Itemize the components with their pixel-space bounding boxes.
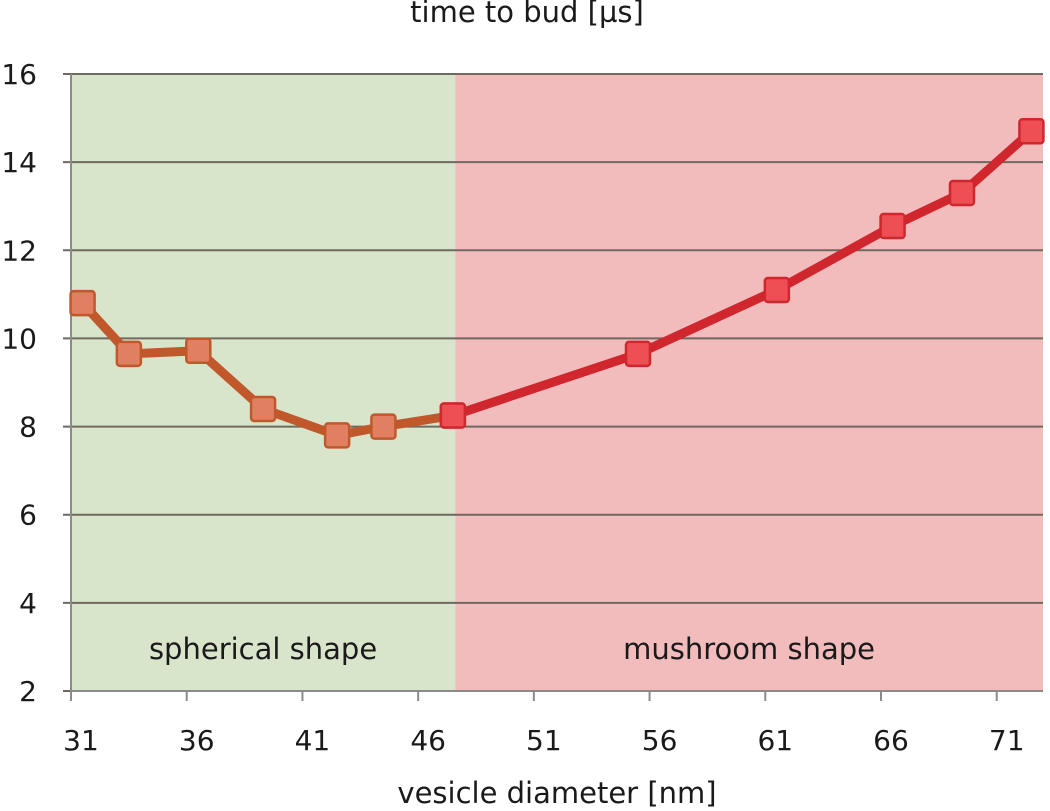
data-markers bbox=[69, 118, 1045, 449]
x-tick-label-46: 46 bbox=[410, 724, 446, 757]
x-tick-label-61: 61 bbox=[757, 724, 793, 757]
shape-regions bbox=[71, 74, 1044, 691]
data-point-1-5 bbox=[1018, 118, 1045, 145]
region-label-0: spherical shape bbox=[149, 632, 377, 666]
x-tick-label-36: 36 bbox=[179, 724, 215, 757]
data-point-1-3 bbox=[879, 212, 906, 240]
axes bbox=[70, 74, 1043, 701]
labels: spherical shape mushroom shape24681012141… bbox=[1, 58, 1024, 757]
data-point-0-3 bbox=[249, 395, 277, 423]
y-tick-label-8: 8 bbox=[19, 411, 37, 444]
x-tick-label-41: 41 bbox=[295, 724, 331, 757]
x-tick-label-71: 71 bbox=[989, 724, 1025, 757]
data-point-0-5 bbox=[370, 413, 397, 440]
x-tick-label-31: 31 bbox=[63, 724, 99, 757]
gridlines bbox=[63, 73, 1043, 692]
data-point-0-2 bbox=[185, 337, 212, 365]
region-0 bbox=[71, 74, 456, 691]
data-point-0-1 bbox=[115, 340, 143, 368]
x-tick-label-56: 56 bbox=[642, 724, 678, 757]
x-tick-label-66: 66 bbox=[873, 724, 909, 757]
x-tick-label-51: 51 bbox=[526, 724, 562, 757]
data-point-1-1 bbox=[624, 340, 652, 368]
y-tick-label-6: 6 bbox=[19, 499, 37, 532]
y-tick-label-2: 2 bbox=[19, 675, 37, 708]
y-tick-label-12: 12 bbox=[1, 234, 37, 267]
data-point-1-4 bbox=[948, 179, 976, 207]
y-axis-title: time to bud [µs] bbox=[410, 0, 644, 29]
x-axis-title: vesicle diameter [nm] bbox=[397, 776, 716, 810]
y-tick-label-4: 4 bbox=[19, 587, 37, 620]
data-point-1-2 bbox=[763, 276, 791, 304]
data-point-1-0 bbox=[439, 402, 467, 429]
y-tick-label-16: 16 bbox=[1, 58, 37, 91]
region-label-1: mushroom shape bbox=[623, 632, 875, 666]
data-point-0-0 bbox=[69, 289, 96, 317]
y-tick-label-14: 14 bbox=[1, 146, 37, 179]
data-point-0-4 bbox=[323, 422, 351, 449]
y-tick-label-10: 10 bbox=[1, 322, 37, 355]
